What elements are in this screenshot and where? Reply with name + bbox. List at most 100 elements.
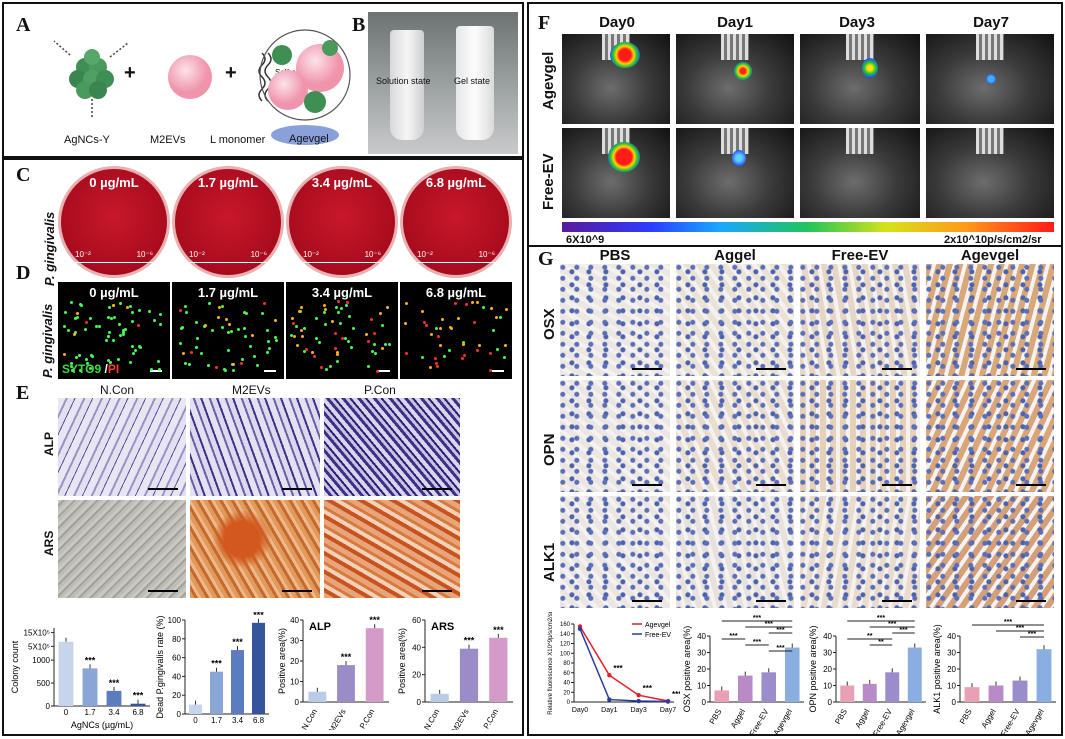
y-tick-label: 30 — [947, 649, 956, 658]
syto9-label: SYTO9 — [62, 362, 102, 376]
bar-0 — [58, 641, 74, 706]
panel-label-e: E — [16, 382, 30, 404]
y-axis-label: ALK1 positive area(%) — [932, 624, 942, 714]
live-bacterium-dot — [295, 324, 299, 328]
significance-mark: *** — [765, 621, 773, 628]
live-bacterium-dot — [118, 301, 122, 305]
dead-bacterium-dot — [379, 311, 383, 315]
live-bacterium-dot — [95, 325, 98, 329]
live-bacterium-dot — [70, 361, 73, 365]
ivis-image-agevgel-day0 — [562, 34, 670, 124]
ars-image-pcon — [324, 500, 460, 598]
dead-bacterium-dot — [386, 306, 390, 310]
bar-0 — [188, 704, 203, 714]
live-bacterium-dot — [64, 310, 68, 314]
live-bacterium-dot — [208, 301, 212, 305]
petri-dish-1: 1.7 µg/mL 10⁻² 10⁻⁶ — [172, 166, 284, 278]
dead-bacterium-dot — [489, 352, 493, 356]
dead-bacterium-dot — [428, 366, 432, 370]
scale-bar — [1016, 600, 1046, 602]
dead-bacterium-dot — [439, 344, 443, 348]
live-bacterium-dot — [434, 327, 438, 331]
dead-bacterium-dot — [454, 302, 458, 306]
y-tick-label: 40 — [172, 672, 181, 681]
data-point-Free-EV — [636, 698, 641, 704]
y-axis-label: Colony count — [10, 640, 20, 693]
petri-dil2-0: 10⁻⁶ — [136, 250, 153, 259]
significance-mark: *** — [133, 691, 144, 701]
live-bacterium-dot — [83, 327, 87, 331]
dead-bacterium-dot — [334, 346, 338, 350]
dead-bacterium-dot — [336, 300, 340, 304]
y-tick-label: 140 — [560, 632, 571, 638]
live-bacterium-dot — [85, 358, 89, 362]
dead-bacterium-dot — [365, 332, 369, 336]
live-bacterium-dot — [349, 346, 353, 350]
y-tick-label: 100 — [560, 651, 571, 657]
dead-bacterium-dot — [457, 316, 460, 320]
y-tick-label: 160 — [560, 622, 571, 628]
dead-bacterium-dot — [336, 352, 340, 356]
dead-bacterium-dot — [434, 356, 438, 360]
f-day-label-1: Day1 — [717, 14, 753, 31]
agevgel-label: Agevgel — [289, 133, 329, 145]
live-bacterium-dot — [110, 316, 113, 320]
live-bacterium-dot — [183, 361, 187, 365]
f-row-label-freeev: Free-EV — [540, 153, 557, 210]
ivis-image-freeev-day0 — [562, 128, 670, 218]
dead-bacterium-dot — [405, 301, 409, 305]
live-bacterium-dot — [121, 332, 125, 336]
significance-mark: *** — [211, 659, 222, 669]
significance-mark: *** — [232, 637, 243, 647]
x-tick-label: PBS — [833, 708, 849, 726]
y-tick-label: 80 — [563, 661, 570, 667]
l-monomer-icon — [258, 52, 266, 102]
dead-bacterium-dot — [310, 350, 314, 354]
petri-conc-3: 6.8 µg/mL — [425, 175, 487, 190]
x-tick-label: Agevgel — [894, 707, 916, 734]
significance-mark: *** — [1016, 625, 1024, 632]
x-tick-label: 3.4 — [232, 716, 244, 725]
live-bacterium-dot — [339, 321, 343, 325]
bar-1.7 — [82, 668, 98, 706]
dead-bacterium-dot — [420, 310, 424, 314]
dead-bacterium-dot — [85, 320, 89, 324]
live-bacterium-dot — [447, 349, 451, 353]
gel-state-label: Gel state — [454, 76, 491, 86]
live-bacterium-dot — [223, 369, 227, 373]
live-bacterium-dot — [74, 355, 78, 359]
y-tick-label: 10 — [947, 682, 956, 691]
live-bacterium-dot — [119, 334, 123, 338]
live-bacterium-dot — [134, 348, 138, 352]
y-tick-label: 15X10⁵ — [24, 629, 50, 638]
bar-Free-EV — [1012, 680, 1028, 702]
significance-mark: *** — [643, 684, 653, 693]
dead-bacterium-dot — [291, 317, 295, 321]
scale-bar — [282, 488, 312, 490]
scale-bar — [264, 370, 276, 372]
petri-conc-2: 3.4 µg/mL — [311, 175, 373, 190]
chart-title: ARS — [431, 621, 454, 633]
scale-bar — [632, 600, 662, 602]
y-tick-label: 40 — [947, 632, 956, 641]
dead-bacterium-dot — [335, 350, 339, 354]
dead-bacterium-dot — [250, 334, 254, 338]
agncs-label: AgNCs-Y — [64, 134, 110, 146]
f-row-label-agevgel: Agevgel — [540, 51, 557, 110]
y-tick-label: 20 — [412, 671, 421, 680]
x-tick-label: 6.8 — [132, 708, 144, 717]
significance-mark: *** — [341, 652, 352, 662]
alp-image-ncon — [58, 398, 186, 496]
live-bacterium-dot — [211, 329, 215, 333]
live-bacterium-dot — [229, 329, 233, 333]
f-day-label-2: Day3 — [839, 14, 875, 31]
significance-mark: *** — [888, 621, 896, 628]
f-day-label-0: Day0 — [599, 14, 635, 31]
ivis-image-agevgel-day1 — [676, 34, 794, 124]
bar-6.8 — [130, 703, 146, 706]
ihc-image-2-3 — [926, 496, 1054, 608]
pi-label: PI — [107, 362, 120, 376]
y-tick-label: 60 — [412, 616, 421, 625]
dead-bacterium-dot — [346, 301, 350, 305]
scale-bar — [422, 488, 452, 490]
